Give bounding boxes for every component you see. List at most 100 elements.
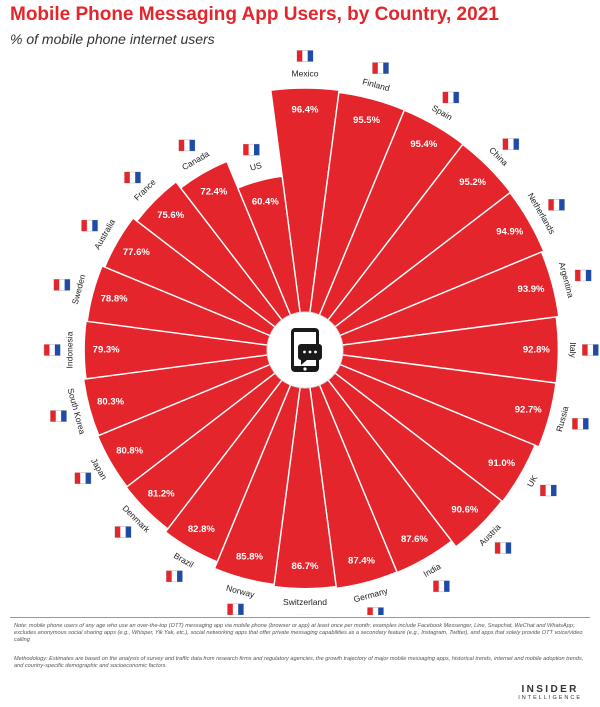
insider-intelligence-logo: INSIDER INTELLIGENCE	[518, 684, 582, 701]
flag-stripe	[582, 344, 588, 356]
flag-stripe	[585, 269, 592, 281]
country-label-group: UK	[525, 473, 540, 489]
flag-stripe	[53, 279, 60, 291]
value-label: 95.5%	[353, 115, 380, 126]
flag-stripe	[442, 91, 449, 103]
flag-stripe	[575, 269, 581, 281]
flag-stripe	[572, 418, 578, 430]
value-label: 60.4%	[252, 196, 279, 207]
flag-stripe	[125, 526, 131, 538]
value-label: 81.2%	[148, 488, 175, 499]
flag-stripe	[367, 607, 373, 615]
country-label-group: Finland	[361, 76, 391, 93]
flag-stripe	[50, 410, 56, 422]
footer-divider	[10, 617, 590, 618]
flag-stripe	[307, 50, 313, 62]
flag-stripe	[453, 91, 459, 103]
value-label: 95.2%	[459, 177, 486, 188]
country-label: Indonesia	[64, 331, 74, 368]
flag-stripe	[254, 144, 260, 156]
value-label: 80.8%	[116, 446, 143, 457]
flag-stripe	[243, 144, 249, 156]
canada-flag-icon	[178, 139, 196, 152]
value-label: 85.8%	[236, 552, 263, 563]
logo-wordmark: INSIDER	[521, 684, 579, 695]
australia-flag-icon	[81, 219, 98, 232]
value-label: 96.4%	[292, 105, 319, 116]
value-label: 78.8%	[101, 293, 128, 304]
logo-subtitle: INTELLIGENCE	[518, 695, 582, 701]
country-label: Switzerland	[283, 597, 327, 607]
value-label: 86.7%	[292, 561, 319, 572]
flag-stripe	[502, 138, 509, 150]
value-label: 90.6%	[451, 504, 478, 515]
flag-stripe	[166, 570, 172, 582]
flag-stripe	[513, 138, 519, 150]
india-flag-icon	[433, 580, 450, 593]
country-label: Spain	[430, 103, 454, 123]
footnote: Note: mobile phone users of any age who …	[14, 623, 583, 643]
country-label: South Korea	[66, 387, 88, 435]
flag-stripe	[505, 542, 512, 554]
sweden-flag-icon	[53, 279, 71, 291]
country-label-group: Mexico	[292, 68, 319, 78]
flag-stripe	[548, 199, 554, 211]
value-label: 75.6%	[157, 210, 184, 221]
chart-title: Mobile Phone Messaging App Users, by Cou…	[10, 4, 499, 25]
flag-stripe	[81, 220, 87, 232]
value-label: 93.9%	[518, 284, 545, 295]
country-label-group: US	[249, 160, 263, 173]
flag-stripe	[85, 472, 91, 484]
flag-stripe	[383, 62, 389, 74]
country-label: Italy	[568, 342, 578, 358]
chat-dot	[308, 350, 312, 354]
value-label: 82.8%	[188, 524, 215, 535]
flag-stripe	[189, 139, 195, 151]
flag-stripe	[593, 344, 599, 356]
value-label: 87.4%	[348, 555, 375, 566]
south-korea-flag-icon	[50, 410, 67, 422]
netherlands-flag-icon	[548, 199, 565, 211]
country-label-group: Sweden	[70, 273, 88, 306]
country-label-group: Germany	[352, 585, 389, 604]
country-label-group: Italy	[568, 342, 578, 358]
flag-stripe	[114, 526, 121, 538]
value-label: 92.7%	[515, 404, 542, 415]
flag-stripe	[297, 50, 303, 62]
value-label: 87.6%	[401, 534, 428, 545]
country-label: Germany	[352, 585, 389, 604]
country-label-group: Norway	[225, 583, 256, 600]
japan-flag-icon	[74, 472, 92, 485]
flag-stripe	[54, 344, 61, 356]
brazil-flag-icon	[166, 570, 183, 583]
flag-stripe	[444, 580, 450, 592]
italy-flag-icon	[582, 344, 599, 356]
russia-flag-icon	[572, 417, 589, 430]
flag-stripe	[540, 485, 546, 497]
chart-subtitle: % of mobile phone internet users	[10, 31, 215, 47]
flag-stripe	[227, 603, 233, 615]
center-hub	[266, 311, 344, 389]
country-label-group: Spain	[430, 103, 454, 123]
country-label: Canada	[180, 148, 211, 172]
mexico-flag-icon	[296, 50, 314, 62]
flag-stripe	[495, 542, 501, 554]
country-label-group: South Korea	[66, 387, 88, 435]
chat-bubble	[298, 344, 322, 365]
country-label-group: Russia	[554, 405, 570, 433]
germany-flag-icon	[367, 607, 384, 615]
flag-stripe	[92, 220, 98, 232]
value-label: 79.3%	[93, 345, 120, 356]
country-label-group: Argentina	[557, 261, 576, 299]
value-label: 91.0%	[488, 458, 515, 469]
flag-stripe	[378, 607, 384, 615]
country-label: Sweden	[70, 273, 88, 306]
indonesia-flag-icon	[43, 344, 61, 356]
chat-dot	[303, 350, 306, 354]
value-label: 95.4%	[410, 139, 437, 150]
country-label-group: Brazil	[172, 550, 196, 569]
flag-stripe	[178, 139, 185, 151]
flag-stripe	[135, 172, 141, 184]
country-label: India	[422, 561, 443, 579]
flag-stripe	[74, 472, 81, 484]
